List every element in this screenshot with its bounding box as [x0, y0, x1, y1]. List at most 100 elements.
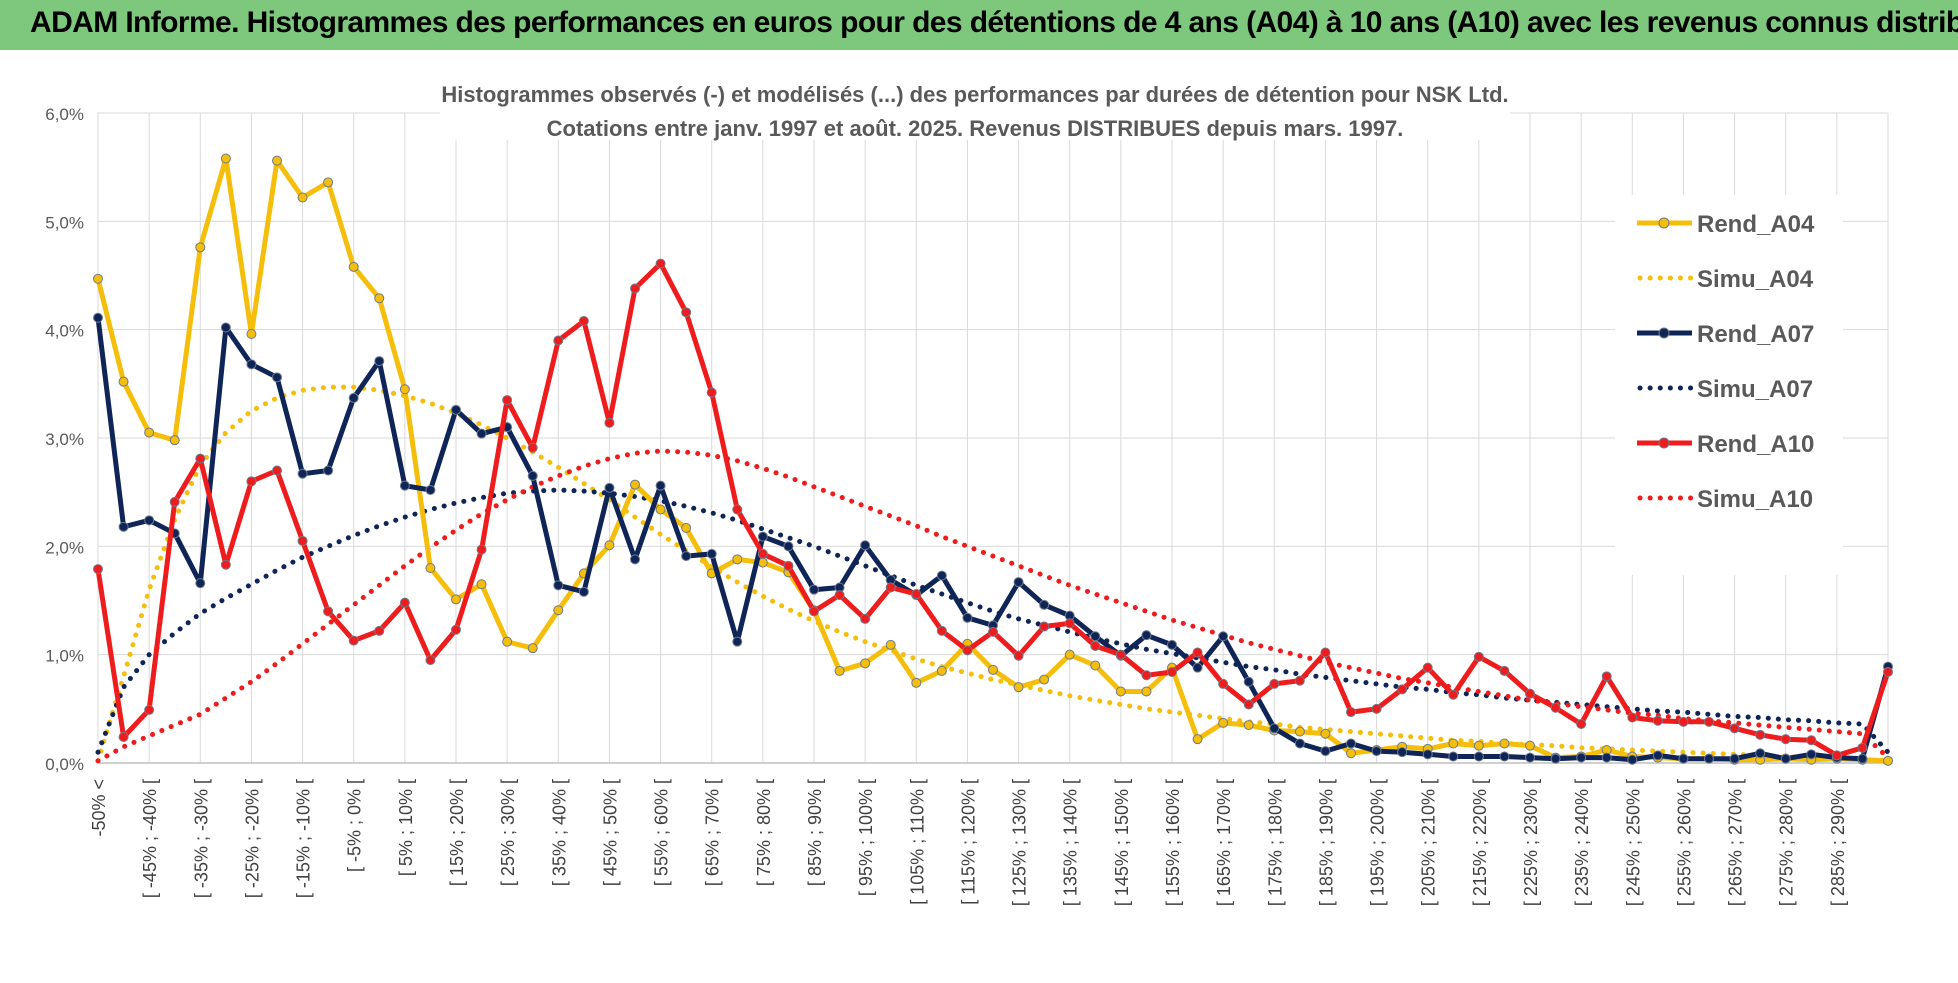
- data-point: [399, 384, 410, 395]
- data-point: [783, 560, 794, 571]
- data-point: [1525, 688, 1535, 699]
- x-tick-label: [ 235% ; 240% [: [1572, 779, 1592, 906]
- data-point: [246, 329, 257, 339]
- legend-label: Rend_A10: [1697, 431, 1814, 458]
- data-point: [911, 589, 922, 599]
- data-point: [1013, 682, 1024, 693]
- data-point: [757, 531, 768, 542]
- data-point: [553, 580, 564, 591]
- x-tick-label: [ 165% ; 170% [: [1214, 779, 1234, 906]
- data-point: [1397, 684, 1408, 695]
- data-point: [834, 590, 845, 601]
- data-point: [1448, 738, 1459, 749]
- data-point: [118, 376, 129, 387]
- data-point: [1627, 712, 1638, 723]
- axes: 0,0% 1,0% 2,0% 3,0% 4,0% 5,0% 6,0% -50% < [ -45%…: [45, 105, 1888, 906]
- data-point: [1294, 726, 1305, 737]
- data-point: [1857, 742, 1868, 753]
- data-point: [1678, 716, 1689, 727]
- y-tick-label: 4,0%: [45, 322, 84, 341]
- legend-label: Simu_A07: [1697, 376, 1813, 403]
- data-point: [860, 658, 871, 669]
- data-point: [348, 392, 359, 403]
- data-point: [93, 273, 103, 284]
- data-point: [1192, 734, 1203, 745]
- legend-item: Rend_A10: [1637, 431, 1814, 458]
- data-point: [93, 312, 103, 323]
- x-tick-label: [ 65% ; 70% [: [703, 779, 723, 886]
- data-point: [1550, 702, 1561, 713]
- data-point: [732, 554, 743, 565]
- series-simu-a04: [95, 384, 1891, 764]
- chart-titles: Histogrammes observés (-) et modélisés (…: [440, 72, 1510, 141]
- x-tick-label: [ 155% ; 160% [: [1163, 779, 1183, 906]
- data-point: [1320, 647, 1331, 658]
- data-point: [1499, 738, 1510, 749]
- data-point: [962, 612, 973, 623]
- data-point: [1780, 753, 1791, 764]
- data-point: [1499, 751, 1510, 762]
- x-tick-label: [ 275% ; 280% [: [1777, 779, 1797, 906]
- performance-histogram-chart: 0,0% 1,0% 2,0% 3,0% 4,0% 5,0% 6,0% -50% < [ -45%…: [0, 50, 1958, 983]
- data-point: [425, 485, 436, 495]
- x-tick-label: [ 185% ; 190% [: [1316, 779, 1336, 906]
- data-point: [1473, 751, 1484, 762]
- data-point: [1704, 753, 1714, 764]
- data-point: [144, 515, 155, 526]
- series-rend-a10: [93, 258, 1893, 761]
- x-tick-label: [ 265% ; 270% [: [1726, 779, 1746, 906]
- data-point: [1192, 662, 1203, 673]
- data-point: [425, 655, 436, 666]
- legend-label: Simu_A10: [1697, 486, 1813, 513]
- data-point: [1601, 752, 1612, 763]
- legend-box: [1615, 195, 1843, 575]
- data-point: [1346, 748, 1356, 759]
- data-point: [323, 606, 334, 617]
- x-tick-label: [ 115% ; 120% [: [958, 779, 978, 905]
- data-point: [1269, 723, 1280, 734]
- data-point: [706, 387, 717, 398]
- data-point: [1448, 751, 1459, 762]
- data-point: [246, 476, 257, 487]
- data-point: [1652, 750, 1663, 761]
- data-point: [476, 428, 487, 439]
- data-point: [1601, 671, 1612, 682]
- data-point: [681, 307, 692, 318]
- data-point: [1090, 660, 1101, 671]
- data-point: [1294, 738, 1305, 749]
- data-point: [630, 554, 640, 565]
- data-point: [681, 551, 692, 562]
- x-tick-label: [ 25% ; 30% [: [498, 779, 518, 886]
- data-point: [1167, 639, 1177, 650]
- x-tick-label: [ 175% ; 180% [: [1265, 779, 1285, 906]
- data-point: [655, 480, 666, 491]
- data-point: [1729, 723, 1740, 734]
- data-point: [272, 465, 282, 476]
- data-point: [476, 544, 487, 555]
- x-tick-label: [ 245% ; 250% [: [1623, 779, 1643, 906]
- data-point: [553, 605, 564, 616]
- x-tick-label: [ 225% ; 230% [: [1521, 779, 1541, 906]
- data-point: [604, 482, 615, 493]
- series: [93, 153, 1893, 766]
- data-point: [144, 427, 155, 438]
- data-point: [1831, 750, 1842, 761]
- data-point: [1780, 734, 1791, 745]
- data-point: [399, 480, 410, 491]
- data-point: [1320, 746, 1331, 757]
- legend-item: Rend_A04: [1637, 211, 1815, 238]
- data-point: [195, 578, 206, 589]
- data-point: [1576, 752, 1587, 763]
- x-tick-label: [ 105% ; 110% [: [907, 779, 927, 905]
- x-tick-label: [ 255% ; 260% [: [1674, 779, 1694, 906]
- data-point: [604, 540, 615, 551]
- report-banner: ADAM Informe. Histogrammes des performan…: [0, 0, 1958, 50]
- y-tick-label: 0,0%: [45, 755, 84, 774]
- data-point: [1039, 621, 1050, 632]
- data-point: [118, 732, 129, 742]
- data-point: [1218, 631, 1229, 642]
- data-point: [297, 192, 308, 203]
- data-point: [1883, 667, 1893, 677]
- chart-subtitle: Cotations entre janv. 1997 et août. 2025…: [547, 116, 1404, 141]
- x-tick-label: [ 45% ; 50% [: [600, 779, 620, 886]
